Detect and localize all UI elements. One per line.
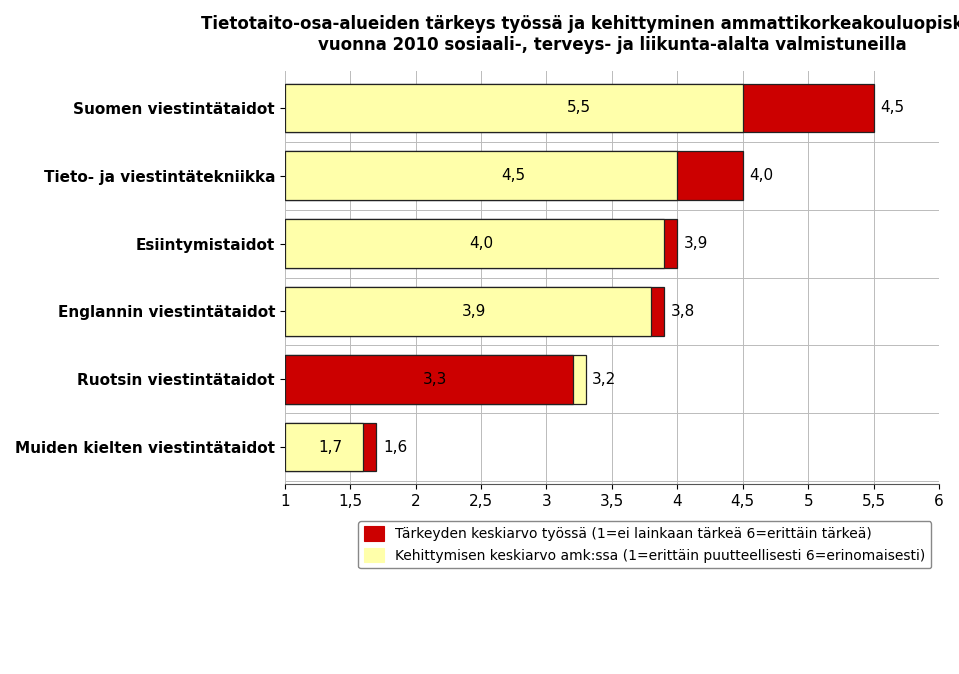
Title: Tietotaito-osa-alueiden tärkeys työssä ja kehittyminen ammattikorkeakouluopiskel: Tietotaito-osa-alueiden tärkeys työssä j… xyxy=(201,15,959,54)
Text: 5,5: 5,5 xyxy=(567,100,592,115)
Bar xyxy=(285,84,874,132)
Text: 3,9: 3,9 xyxy=(462,304,486,319)
Bar xyxy=(285,355,573,404)
Text: 3,2: 3,2 xyxy=(593,372,617,387)
Text: 4,0: 4,0 xyxy=(749,168,774,183)
Text: 1,6: 1,6 xyxy=(383,439,408,454)
Bar xyxy=(285,84,743,132)
Text: 4,0: 4,0 xyxy=(469,236,493,251)
Bar xyxy=(285,287,651,336)
Bar xyxy=(285,355,586,404)
Text: 3,3: 3,3 xyxy=(423,372,448,387)
Bar xyxy=(285,219,677,268)
Text: 4,5: 4,5 xyxy=(502,168,526,183)
Bar xyxy=(285,287,665,336)
Bar xyxy=(285,423,376,472)
Bar xyxy=(285,152,743,200)
Text: 4,5: 4,5 xyxy=(880,100,904,115)
Bar xyxy=(285,219,665,268)
Text: 3,8: 3,8 xyxy=(670,304,695,319)
Text: 1,7: 1,7 xyxy=(318,439,342,454)
Text: 3,9: 3,9 xyxy=(684,236,709,251)
Bar xyxy=(285,423,363,472)
Legend: Tärkeyden keskiarvo työssä (1=ei lainkaan tärkeä 6=erittäin tärkeä), Kehittymise: Tärkeyden keskiarvo työssä (1=ei lainkaa… xyxy=(358,521,931,568)
Bar xyxy=(285,152,677,200)
